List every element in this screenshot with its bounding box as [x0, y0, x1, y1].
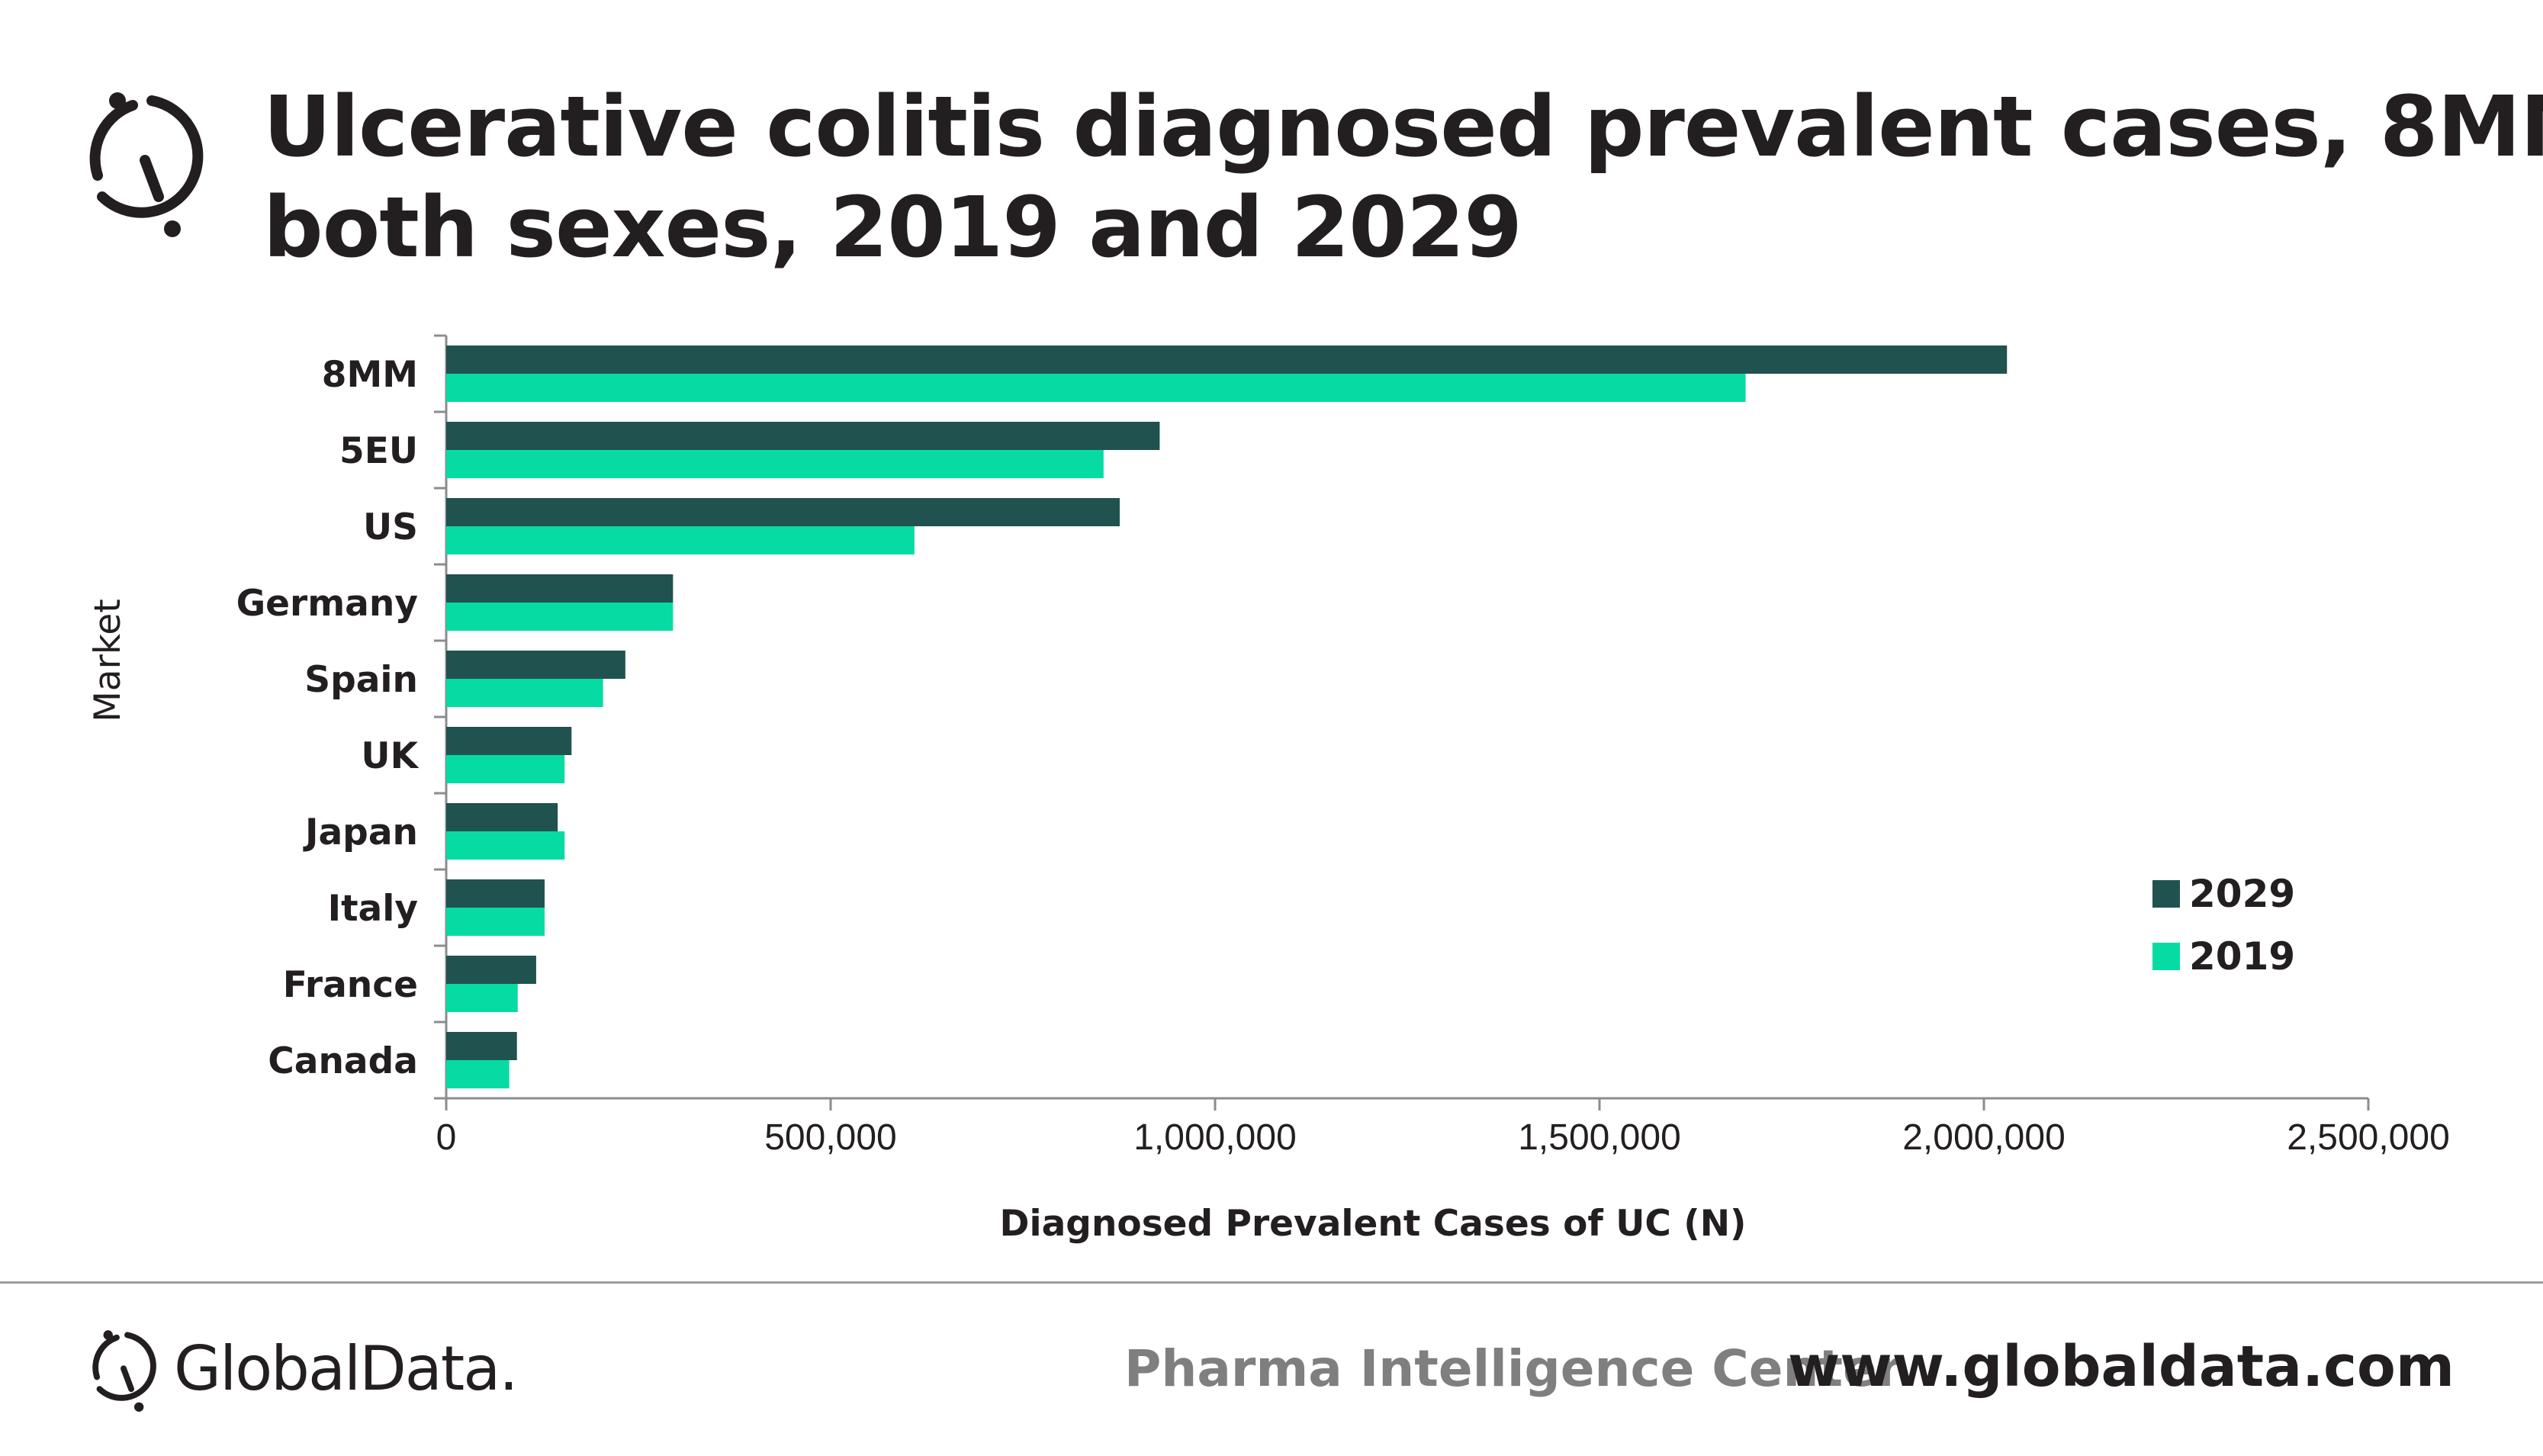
legend-label-2019: 2019 — [2189, 934, 2295, 979]
footer-url-link[interactable]: www.globaldata.com — [1787, 1334, 2455, 1400]
bar-2019-uk — [446, 755, 565, 783]
bar-2019-8mm — [446, 374, 1746, 402]
bar-2019-5eu — [446, 450, 1104, 478]
chart-title: Ulcerative colitis diagnosed prevalent c… — [263, 76, 2543, 278]
legend-label-2029: 2029 — [2189, 872, 2295, 916]
y-tick-label: US — [363, 506, 418, 548]
bar-2029-5eu — [446, 422, 1160, 450]
bar-2029-us — [446, 498, 1120, 526]
y-tick-label: 8MM — [322, 354, 418, 396]
x-tick-label: 2,500,000 — [2287, 1117, 2450, 1158]
bar-2019-germany — [446, 603, 674, 631]
bar-2029-8mm — [446, 346, 2008, 374]
x-tick-label: 2,000,000 — [1902, 1117, 2066, 1158]
bar-2019-france — [446, 984, 518, 1012]
y-tick-label: Canada — [268, 1040, 418, 1082]
x-axis-title: Diagnosed Prevalent Cases of UC (N) — [999, 1203, 1746, 1245]
legend-swatch-2029 — [2152, 880, 2180, 908]
bar-2029-italy — [446, 879, 545, 908]
bar-2019-canada — [446, 1060, 510, 1088]
bar-2019-italy — [446, 908, 545, 936]
legend-swatch-2019 — [2152, 943, 2180, 970]
y-tick-label: UK — [361, 735, 419, 777]
bar-2029-spain — [446, 651, 625, 679]
x-tick-label: 0 — [436, 1117, 457, 1158]
x-tick-label: 500,000 — [764, 1117, 897, 1158]
y-axis-title: Market — [87, 599, 129, 722]
y-tick-label: Japan — [303, 812, 418, 853]
y-tick-label: Germany — [236, 583, 418, 625]
footer-center-text: Pharma Intelligence Center — [1124, 1339, 1902, 1398]
footer-divider — [0, 1281, 2543, 1284]
bar-chart: 8MM 5EU US Germany Spain UK Japan Italy France Ca… — [87, 334, 2450, 1245]
bar-2029-germany — [446, 574, 674, 603]
footer-brand-name: GlobalData. — [174, 1333, 519, 1404]
chart-title-line-2: both sexes, 2019 and 2029 — [263, 178, 1522, 276]
bar-2019-japan — [446, 831, 565, 860]
x-tick-label: 1,500,000 — [1518, 1117, 1681, 1158]
y-tick-label: 5EU — [339, 430, 418, 472]
bar-2029-uk — [446, 727, 572, 755]
bar-2019-spain — [446, 679, 603, 707]
y-tick-label: France — [283, 964, 418, 1006]
y-tick-label: Italy — [328, 888, 418, 930]
globaldata-logo-icon — [89, 92, 204, 237]
bar-2029-canada — [446, 1032, 517, 1060]
chart-title-line-1: Ulcerative colitis diagnosed prevalent c… — [263, 78, 2543, 175]
bar-2029-japan — [446, 803, 558, 831]
bar-2019-us — [446, 526, 915, 554]
bar-2029-france — [446, 956, 536, 984]
x-tick-label: 1,000,000 — [1133, 1117, 1297, 1158]
globaldata-logo-icon — [92, 1330, 156, 1412]
y-tick-label: Spain — [304, 659, 418, 701]
